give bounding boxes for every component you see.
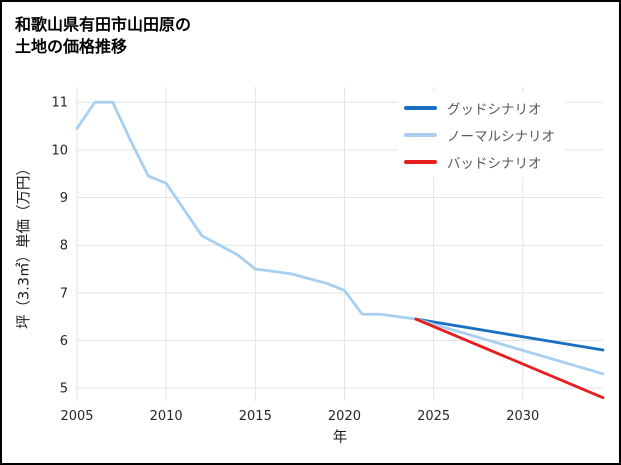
y-axis-label: 坪（3.3㎡）単価（万円） xyxy=(16,160,33,330)
legend-item-normal: ノーマルシナリオ xyxy=(404,121,555,148)
legend-line-swatch-good xyxy=(404,105,437,110)
y-tick-label: 6 xyxy=(60,334,68,349)
series-line-good xyxy=(414,317,605,352)
legend-line-swatch-bad xyxy=(404,159,437,164)
y-tick-label: 9 xyxy=(60,191,68,206)
x-axis-label: 年 xyxy=(332,430,348,446)
series-line-normal xyxy=(414,317,605,376)
chart-title: 和歌山県有田市山田原の 土地の価格推移 xyxy=(15,14,191,58)
chart-title-line2: 土地の価格推移 xyxy=(15,37,128,56)
chart-title-line1: 和歌山県有田市山田原の xyxy=(15,15,192,34)
series-line-history xyxy=(75,100,418,321)
x-tick-label: 2015 xyxy=(239,409,272,424)
y-tick-label: 11 xyxy=(51,96,68,111)
x-tick-label: 2010 xyxy=(150,409,183,424)
legend-label-good: グッドシナリオ xyxy=(447,101,542,118)
y-tick-label: 10 xyxy=(51,143,68,158)
y-tick-label: 7 xyxy=(60,286,68,301)
legend-label-normal: ノーマルシナリオ xyxy=(447,128,555,145)
y-tick-label: 5 xyxy=(60,382,68,397)
x-tick-label: 2025 xyxy=(417,409,450,424)
legend-item-bad: バッドシナリオ xyxy=(404,148,555,175)
legend-item-good: グッドシナリオ xyxy=(404,94,555,121)
x-tick-label: 2005 xyxy=(60,409,93,424)
legend-label-bad: バッドシナリオ xyxy=(447,155,542,172)
legend: グッドシナリオ ノーマルシナリオ バッドシナリオ xyxy=(398,92,565,177)
x-tick-label: 2020 xyxy=(328,409,361,424)
x-tick-label: 2030 xyxy=(506,409,539,424)
legend-line-swatch-normal xyxy=(404,132,437,137)
series-line-bad xyxy=(414,317,605,400)
y-tick-label: 8 xyxy=(60,239,68,254)
